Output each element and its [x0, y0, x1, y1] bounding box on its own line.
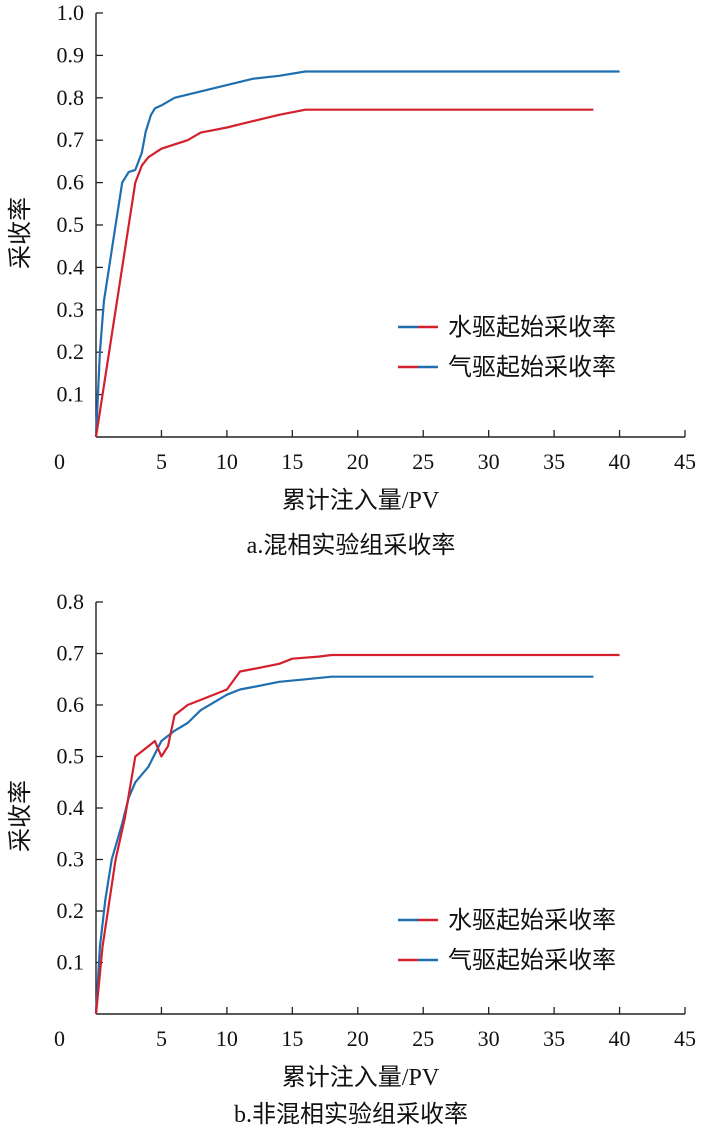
origin-label: 0	[54, 1026, 65, 1051]
series-line-gas-drive	[94, 108, 594, 438]
x-tick-label: 10	[216, 449, 238, 474]
x-tick-label: 45	[674, 449, 696, 474]
x-tick-label: 5	[156, 1026, 167, 1051]
x-axis-label: 累计注入量/PV	[282, 1064, 440, 1091]
origin-label: 0	[54, 449, 65, 474]
y-tick-label: 0.3	[57, 847, 85, 872]
series-line-water-drive	[94, 70, 620, 438]
y-tick-label: 0.4	[57, 795, 85, 820]
x-tick-label: 40	[609, 449, 631, 474]
x-tick-label: 30	[478, 1026, 500, 1051]
legend-item-gas-drive: 气驱起始采收率	[398, 354, 616, 381]
y-tick-label: 0.2	[57, 898, 85, 923]
y-tick-label: 0.8	[57, 85, 85, 110]
x-tick-label: 5	[156, 449, 167, 474]
x-tick-label: 25	[412, 1026, 434, 1051]
y-tick-label: 0.5	[57, 744, 85, 769]
legend-item-water-drive: 水驱起始采收率	[398, 314, 616, 341]
y-tick-label: 0.6	[57, 692, 85, 717]
series-line-gas-drive	[94, 653, 620, 1015]
x-tick-label: 15	[281, 1026, 303, 1051]
x-tick-label: 10	[216, 1026, 238, 1051]
y-axis-label: 采收率	[7, 197, 34, 269]
chart-panel-b: 0 5 10 15 20 25 30 35 40 45 0.1 0.2 0.3 0.4 0.5 0.6 0.7 0…	[7, 589, 696, 1128]
y-tick-label: 0.3	[57, 297, 85, 322]
legend-label: 气驱起始采收率	[448, 354, 616, 381]
legend-label: 水驱起始采收率	[448, 907, 616, 934]
y-tick-label: 0.4	[57, 254, 85, 279]
y-tick-label: 0.7	[57, 127, 85, 152]
x-tick-label: 40	[609, 1026, 631, 1051]
y-tick-label: 0.1	[57, 950, 85, 975]
x-tick-label: 20	[347, 1026, 369, 1051]
y-axis-label: 采收率	[7, 780, 34, 852]
x-tick-label: 35	[543, 1026, 565, 1051]
x-tick-label: 20	[347, 449, 369, 474]
series-line-water-drive	[94, 675, 594, 1015]
legend-item-water-drive: 水驱起始采收率	[398, 907, 616, 934]
x-axis-label: 累计注入量/PV	[282, 487, 440, 514]
chart-panel-a: 0 5 10 15 20 25 30 35 40 45 0.1 0.2 0.3 0.4 0.5 0.6 0.7 0…	[7, 0, 696, 559]
x-tick-label: 25	[412, 449, 434, 474]
x-tick-label: 45	[674, 1026, 696, 1051]
x-tick-label: 15	[281, 449, 303, 474]
legend-item-gas-drive: 气驱起始采收率	[398, 947, 616, 974]
y-tick-label: 0.8	[57, 589, 85, 614]
y-tick-label: 0.2	[57, 339, 85, 364]
x-tick-label: 30	[478, 449, 500, 474]
y-tick-label: 0.9	[57, 42, 85, 67]
y-tick-label: 1.0	[57, 0, 85, 25]
y-tick-label: 0.6	[57, 170, 85, 195]
x-tick-label: 35	[543, 449, 565, 474]
chart-caption: a.混相实验组采收率	[247, 532, 456, 559]
legend-label: 水驱起始采收率	[448, 314, 616, 341]
legend-label: 气驱起始采收率	[448, 947, 616, 974]
y-tick-label: 0.1	[57, 382, 85, 407]
y-tick-label: 0.7	[57, 641, 85, 666]
chart-caption: b.非混相实验组采收率	[234, 1101, 468, 1128]
y-tick-label: 0.5	[57, 212, 85, 237]
